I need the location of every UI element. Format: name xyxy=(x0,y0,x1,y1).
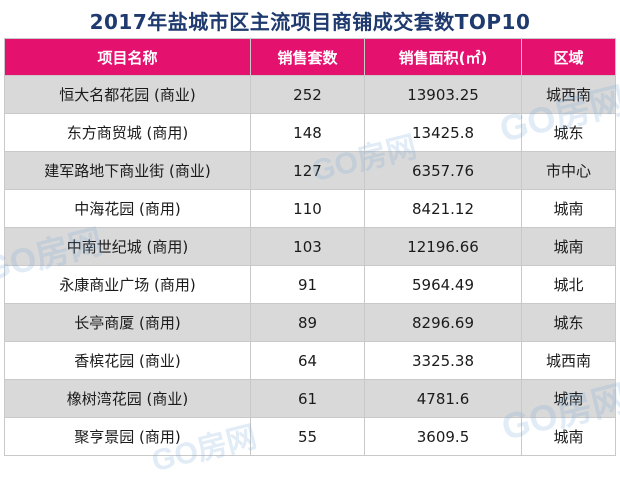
cell-project-name: 橡树湾花园 (商业) xyxy=(4,379,251,418)
cell-project-name: 中南世纪城 (商用) xyxy=(4,227,251,266)
cell-region: 城南 xyxy=(521,227,616,266)
cell-project-name: 永康商业广场 (商用) xyxy=(4,265,251,304)
column-header-area: 销售面积(㎡) xyxy=(364,38,522,76)
cell-units: 148 xyxy=(250,113,365,152)
cell-region: 城东 xyxy=(521,113,616,152)
cell-area: 4781.6 xyxy=(364,379,522,418)
cell-project-name: 东方商贸城 (商用) xyxy=(4,113,251,152)
cell-region: 城东 xyxy=(521,303,616,342)
cell-region: 城西南 xyxy=(521,75,616,114)
table-row: 建军路地下商业街 (商业) 127 6357.76 市中心 xyxy=(4,151,616,190)
cell-area: 13425.8 xyxy=(364,113,522,152)
cell-units: 103 xyxy=(250,227,365,266)
cell-region: 市中心 xyxy=(521,151,616,190)
cell-project-name: 长亭商厦 (商用) xyxy=(4,303,251,342)
column-header-units: 销售套数 xyxy=(250,38,365,76)
cell-area: 5964.49 xyxy=(364,265,522,304)
table-row: 中南世纪城 (商用) 103 12196.66 城南 xyxy=(4,227,616,266)
cell-units: 127 xyxy=(250,151,365,190)
cell-area: 8421.12 xyxy=(364,189,522,228)
cell-project-name: 聚亨景园 (商用) xyxy=(4,417,251,456)
cell-area: 3325.38 xyxy=(364,341,522,380)
cell-units: 91 xyxy=(250,265,365,304)
sales-table: 项目名称 销售套数 销售面积(㎡) 区域 恒大名都花园 (商业) 252 139… xyxy=(4,38,616,456)
cell-project-name: 中海花园 (商用) xyxy=(4,189,251,228)
cell-project-name: 香槟花园 (商业) xyxy=(4,341,251,380)
cell-units: 89 xyxy=(250,303,365,342)
table-row: 长亭商厦 (商用) 89 8296.69 城东 xyxy=(4,303,616,342)
cell-units: 110 xyxy=(250,189,365,228)
cell-region: 城南 xyxy=(521,379,616,418)
table-row: 橡树湾花园 (商业) 61 4781.6 城南 xyxy=(4,379,616,418)
cell-region: 城南 xyxy=(521,189,616,228)
table-row: 聚亨景园 (商用) 55 3609.5 城南 xyxy=(4,417,616,456)
table-row: 中海花园 (商用) 110 8421.12 城南 xyxy=(4,189,616,228)
table-row: 永康商业广场 (商用) 91 5964.49 城北 xyxy=(4,265,616,304)
cell-region: 城北 xyxy=(521,265,616,304)
cell-area: 8296.69 xyxy=(364,303,522,342)
page-title: 2017年盐城市区主流项目商铺成交套数TOP10 xyxy=(89,10,531,34)
cell-units: 252 xyxy=(250,75,365,114)
table-row: 恒大名都花园 (商业) 252 13903.25 城西南 xyxy=(4,75,616,114)
column-header-region: 区域 xyxy=(521,38,616,76)
cell-units: 61 xyxy=(250,379,365,418)
cell-project-name: 恒大名都花园 (商业) xyxy=(4,75,251,114)
column-header-name: 项目名称 xyxy=(4,38,251,76)
table-header-row: 项目名称 销售套数 销售面积(㎡) 区域 xyxy=(4,38,616,76)
cell-units: 55 xyxy=(250,417,365,456)
cell-region: 城南 xyxy=(521,417,616,456)
cell-project-name: 建军路地下商业街 (商业) xyxy=(4,151,251,190)
table-row: 东方商贸城 (商用) 148 13425.8 城东 xyxy=(4,113,616,152)
cell-region: 城西南 xyxy=(521,341,616,380)
cell-units: 64 xyxy=(250,341,365,380)
table-row: 香槟花园 (商业) 64 3325.38 城西南 xyxy=(4,341,616,380)
cell-area: 12196.66 xyxy=(364,227,522,266)
cell-area: 6357.76 xyxy=(364,151,522,190)
cell-area: 13903.25 xyxy=(364,75,522,114)
cell-area: 3609.5 xyxy=(364,417,522,456)
